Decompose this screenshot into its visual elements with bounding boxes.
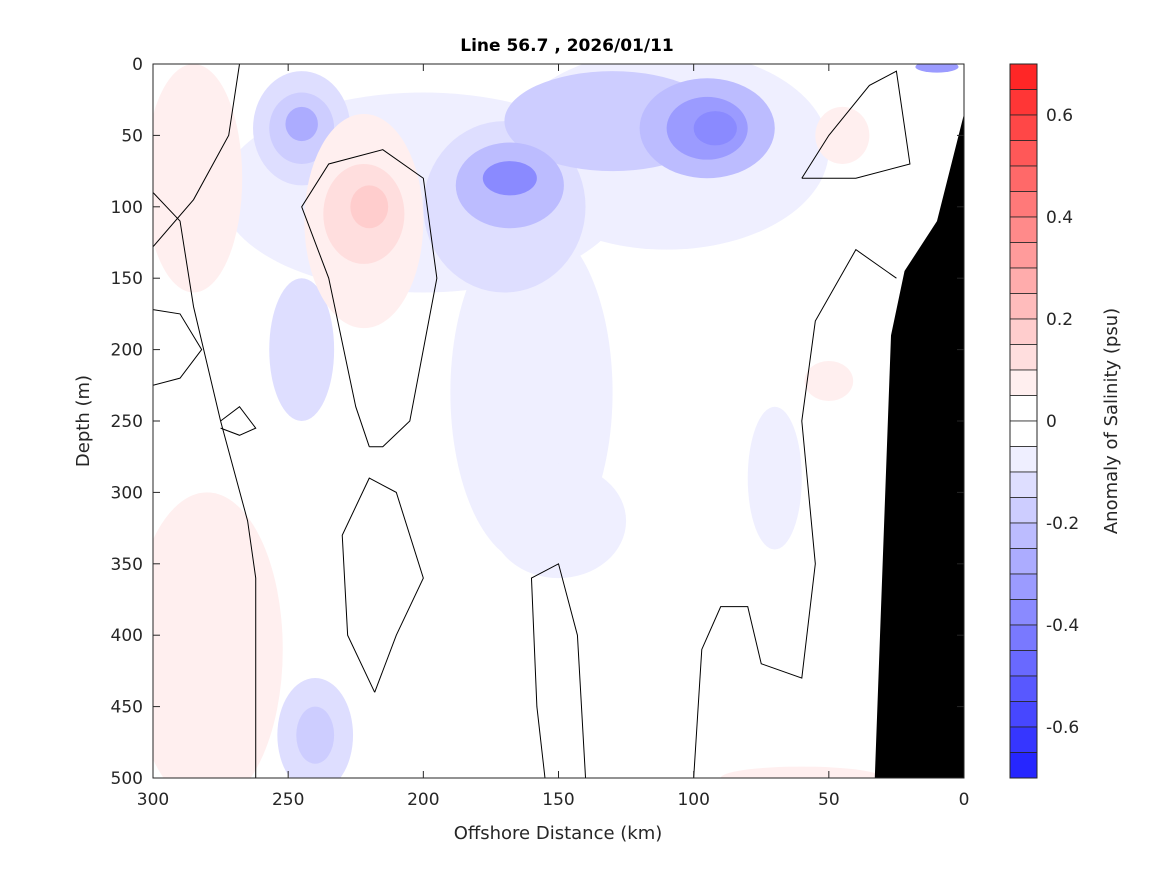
anomaly-patch [350, 185, 389, 229]
bathymetry-seafloor [874, 113, 964, 778]
anomaly-patch [296, 706, 335, 764]
y-tick-label: 350 [111, 555, 143, 575]
colorbar-tick-label: -0.6 [1046, 718, 1079, 738]
colorbar-tick-label: -0.4 [1046, 616, 1079, 636]
colorbar-level [1009, 369, 1038, 396]
anomaly-patch [804, 361, 854, 402]
colorbar-level [1009, 650, 1038, 677]
colorbar-tick-label: 0.4 [1046, 208, 1073, 228]
colorbar-tick-label: -0.2 [1046, 514, 1079, 534]
y-tick-label: 50 [121, 126, 143, 146]
zero-contour-line [693, 248, 897, 778]
anomaly-patch [815, 106, 870, 164]
colorbar-level [1009, 344, 1038, 371]
anomaly-patch [285, 106, 318, 142]
colorbar-label: Anomaly of Salinity (psu) [1101, 308, 1122, 534]
anomaly-patch [693, 111, 737, 146]
colorbar-level [1009, 471, 1038, 498]
colorbar-level [1009, 420, 1038, 447]
x-tick-label: 150 [542, 790, 574, 810]
y-tick-label: 450 [111, 698, 143, 718]
zero-contours [153, 64, 964, 778]
colorbar-level [1009, 89, 1038, 116]
x-axis-label: Offshore Distance (km) [454, 823, 663, 844]
colorbar-tick-label: 0.6 [1046, 106, 1073, 126]
anomaly-patch [269, 278, 335, 421]
zero-contour-line [801, 70, 911, 179]
y-tick-label: 400 [111, 626, 143, 646]
y-tick-label: 200 [111, 341, 143, 361]
colorbar-level [1009, 318, 1038, 345]
zero-contour-line [153, 64, 241, 248]
colorbar-level [1009, 497, 1038, 524]
y-axis-label: Depth (m) [73, 375, 94, 467]
y-tick-label: 100 [111, 198, 143, 218]
x-tick-label: 100 [677, 790, 709, 810]
anomaly-patch [490, 463, 627, 579]
colorbar-level [1009, 114, 1038, 141]
colorbar-level [1009, 140, 1038, 167]
anomaly-patch [482, 161, 537, 196]
colorbar-frame [1009, 63, 1038, 779]
zero-contour-line [530, 563, 587, 778]
x-axis: 300 250 200 150 100 50 0 [137, 64, 970, 810]
zero-contour-line [341, 477, 424, 693]
colorbar-level [1009, 165, 1038, 192]
colorbar-level [1009, 726, 1038, 753]
y-tick-label: 150 [111, 269, 143, 289]
y-tick-label: 250 [111, 412, 143, 432]
anomaly-patch [915, 64, 959, 73]
colorbar-level [1009, 522, 1038, 549]
colorbar: 0.6 0.4 0.2 0 -0.2 -0.4 -0.6 [1009, 63, 1079, 779]
zero-contour-line [301, 149, 438, 448]
colorbar-level [1009, 624, 1038, 651]
y-tick-label: 0 [132, 55, 143, 75]
x-tick-label: 300 [137, 790, 169, 810]
zero-contour-line [153, 309, 203, 386]
colorbar-level [1009, 573, 1038, 600]
colorbar-level [1009, 701, 1038, 728]
colorbar-level [1009, 446, 1038, 473]
y-axis: 0 50 100 150 200 250 300 350 400 450 500 [111, 55, 964, 789]
colorbar-level [1009, 267, 1038, 294]
colorbar-tick-label: 0.2 [1046, 310, 1073, 330]
colorbar-level [1009, 548, 1038, 575]
colorbar-level [1009, 395, 1038, 422]
colorbar-level [1009, 675, 1038, 702]
zero-contour-line [220, 406, 257, 436]
y-tick-label: 500 [111, 769, 143, 789]
zero-contour-line [153, 192, 257, 778]
anomaly-field [153, 64, 959, 778]
anomaly-patch [747, 406, 802, 550]
x-tick-label: 50 [818, 790, 840, 810]
colorbar-level [1009, 63, 1038, 90]
anomaly-patch [720, 766, 883, 778]
colorbar-level [1009, 216, 1038, 243]
anomaly-patch [153, 64, 243, 293]
colorbar-level [1009, 191, 1038, 218]
colorbar-tick-label: 0 [1046, 412, 1057, 432]
colorbar-level [1009, 242, 1038, 269]
colorbar-level [1009, 293, 1038, 320]
x-tick-label: 0 [959, 790, 970, 810]
chart-title: Line 56.7 , 2026/01/11 [460, 36, 674, 56]
x-tick-label: 250 [272, 790, 304, 810]
colorbar-level [1009, 752, 1038, 779]
anomaly-patch [153, 492, 283, 778]
colorbar-level [1009, 599, 1038, 626]
y-tick-label: 300 [111, 483, 143, 503]
x-tick-label: 200 [407, 790, 439, 810]
